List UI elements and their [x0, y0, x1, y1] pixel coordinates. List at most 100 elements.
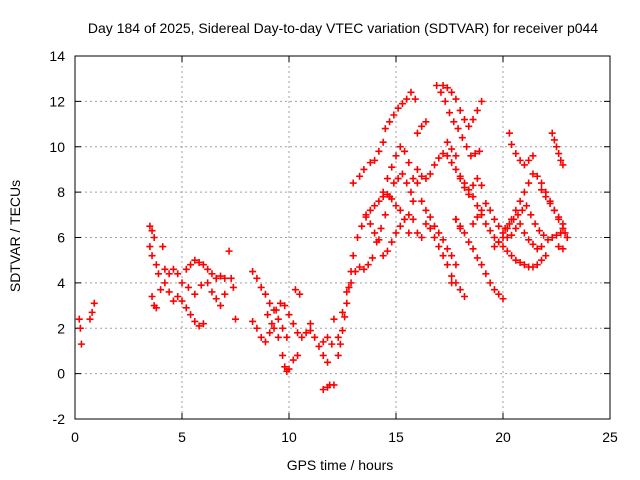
data-point: [409, 197, 417, 205]
data-point: [371, 229, 379, 237]
data-point: [460, 184, 468, 192]
data-point: [396, 222, 404, 230]
data-point: [443, 245, 451, 253]
data-point: [281, 302, 289, 310]
data-point: [281, 363, 289, 371]
data-point: [463, 143, 471, 151]
data-point: [527, 211, 535, 219]
data-point: [478, 261, 486, 269]
data-point: [512, 206, 520, 214]
data-point: [486, 206, 494, 214]
data-point: [448, 279, 456, 287]
data-point: [345, 283, 353, 291]
data-point: [221, 290, 229, 298]
data-point: [306, 320, 314, 328]
data-point: [289, 320, 297, 328]
data-point: [187, 261, 195, 269]
data-point: [343, 299, 351, 307]
data-point: [212, 295, 220, 303]
data-point: [343, 288, 351, 296]
data-point: [533, 261, 541, 269]
data-point: [550, 206, 558, 214]
data-points: [75, 81, 571, 394]
data-point: [360, 165, 368, 173]
data-point: [557, 156, 565, 164]
data-point: [274, 315, 282, 323]
data-point: [478, 181, 486, 189]
data-point: [553, 231, 560, 239]
data-point: [405, 229, 413, 237]
data-point: [199, 320, 207, 328]
data-point: [349, 252, 357, 260]
data-point: [368, 254, 376, 262]
y-axis-ticks: -2 0 2 4 6 8 10 12 14: [49, 48, 610, 427]
data-point: [396, 143, 404, 151]
data-point: [264, 311, 272, 319]
data-point: [157, 286, 165, 294]
data-point: [381, 125, 389, 133]
data-point: [538, 186, 546, 194]
data-point: [291, 286, 299, 294]
data-point: [379, 138, 387, 146]
data-point: [349, 179, 357, 187]
data-point: [182, 265, 190, 273]
data-point: [482, 220, 490, 228]
data-point: [512, 224, 520, 232]
data-point: [285, 311, 293, 319]
data-point: [441, 97, 449, 105]
data-point: [366, 206, 374, 214]
data-point: [272, 306, 280, 314]
data-point: [204, 279, 212, 287]
data-point: [195, 322, 203, 330]
data-point: [540, 231, 548, 239]
data-point: [473, 254, 481, 262]
data-point: [394, 104, 402, 112]
data-point: [302, 329, 310, 337]
data-point: [508, 231, 516, 239]
data-point: [392, 229, 400, 237]
data-point: [377, 224, 385, 232]
data-point: [276, 299, 284, 307]
data-point: [433, 81, 441, 89]
data-point: [490, 215, 498, 223]
data-point: [159, 243, 167, 251]
data-point: [490, 234, 498, 241]
data-point: [525, 179, 533, 187]
data-point: [478, 206, 486, 214]
data-point: [283, 333, 291, 341]
data-point: [351, 268, 359, 276]
y-tick-label: 6: [57, 230, 65, 246]
data-point: [319, 338, 327, 346]
data-point: [261, 290, 269, 298]
data-point: [386, 118, 394, 126]
data-point: [520, 229, 528, 237]
data-point: [225, 247, 233, 255]
data-point: [362, 211, 370, 219]
data-point: [550, 136, 558, 144]
data-point: [328, 340, 336, 348]
data-point: [311, 333, 319, 341]
data-point: [448, 88, 456, 96]
data-point: [452, 261, 460, 269]
data-point: [392, 202, 400, 210]
data-point: [456, 224, 464, 232]
data-point: [535, 227, 543, 235]
y-axis-label: SDTVAR / TECUs: [7, 180, 23, 292]
data-point: [448, 272, 456, 280]
data-point: [221, 274, 229, 282]
data-point: [76, 324, 84, 332]
data-point: [452, 152, 460, 160]
data-point: [548, 234, 556, 241]
data-point: [375, 236, 383, 244]
data-point: [152, 304, 160, 312]
data-point: [456, 175, 464, 183]
data-point: [478, 97, 486, 105]
data-point: [512, 150, 520, 158]
data-point: [279, 351, 287, 359]
data-point: [490, 243, 498, 251]
data-point: [448, 145, 456, 153]
x-tick-label: 10: [281, 429, 297, 445]
data-point: [197, 281, 205, 289]
data-point: [431, 161, 439, 169]
data-point: [542, 193, 550, 201]
